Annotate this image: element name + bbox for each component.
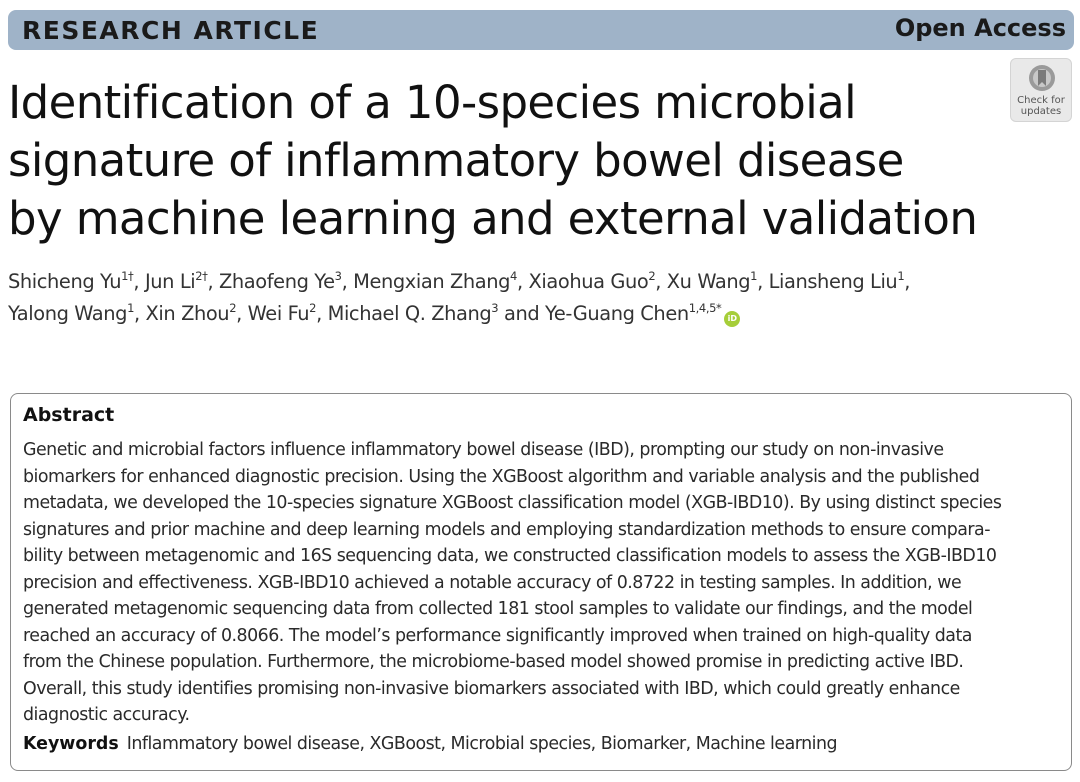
author-affiliation: 3 [334, 269, 342, 283]
author-separator: , [134, 302, 146, 325]
author-name[interactable]: Yalong Wang [8, 302, 128, 325]
abstract-line: Genetic and microbial factors influence … [23, 440, 944, 460]
author-affiliation: 2 [648, 269, 656, 283]
abstract-line: metadata, we developed the 10-species si… [23, 493, 1002, 513]
crossmark-label: Check for updates [1011, 95, 1071, 117]
check-for-updates-button[interactable]: Check for updates [1010, 58, 1072, 122]
title-line: Identification of a 10-species microbial [8, 76, 857, 129]
author-name[interactable]: Liansheng Liu [768, 270, 898, 293]
title-line: by machine learning and external validat… [8, 192, 978, 245]
author-affiliation: 2† [195, 269, 208, 283]
abstract-line: generated metagenomic sequencing data fr… [23, 599, 973, 619]
keywords-label: Keywords [23, 734, 119, 754]
author-name[interactable]: Xu Wang [666, 270, 751, 293]
author-separator: , [316, 302, 328, 325]
abstract-box: Abstract Genetic and microbial factors i… [10, 393, 1072, 771]
author-affiliation: 2 [309, 301, 317, 315]
author-name[interactable]: Jun Li [144, 270, 196, 293]
crossmark-label-line: updates [1020, 106, 1062, 117]
crossmark-label-line: Check for [1017, 95, 1065, 106]
author-affiliation: 4 [510, 269, 517, 283]
abstract-line: bility between metagenomic and 16S seque… [23, 546, 997, 566]
abstract-line: biomarkers for enhanced diagnostic preci… [23, 466, 980, 487]
author-separator: , [655, 270, 667, 293]
abstract-heading: Abstract [23, 404, 115, 426]
author-name[interactable]: Mengxian Zhang [353, 270, 511, 293]
author-name[interactable]: Shicheng Yu [8, 270, 122, 293]
author-affiliation: 1† [121, 269, 134, 283]
title-line: signature of inflammatory bowel disease [8, 134, 904, 187]
author-affiliation: 1 [127, 301, 135, 315]
keywords-list: Inflammatory bowel disease, XGBoost, Mic… [126, 734, 838, 754]
article-header-bar: RESEARCH ARTICLE Open Access [8, 10, 1074, 50]
author-separator: , [516, 270, 529, 293]
abstract-line: precision and effectiveness. XGB-IBD10 a… [23, 572, 962, 593]
author-affiliation: 3 [491, 301, 499, 315]
author-line: Shicheng Yu1†, Jun Li2†, Zhaofeng Ye3, M… [8, 266, 1068, 298]
author-name[interactable]: Xin Zhou [145, 302, 230, 325]
author-separator: , [757, 270, 769, 293]
author-list: Shicheng Yu1†, Jun Li2†, Zhaofeng Ye3, M… [8, 266, 1068, 330]
author-name[interactable]: Xiaohua Guo [528, 270, 649, 293]
abstract-line: from the Chinese population. Furthermore… [23, 652, 964, 672]
author-separator: , [207, 270, 220, 293]
keywords-row: Keywords Inflammatory bowel disease, XGBo… [23, 734, 838, 754]
abstract-line: reached an accuracy of 0.8066. The model… [23, 625, 972, 646]
abstract-text: Genetic and microbial factors influence … [23, 437, 1063, 729]
author-affiliation: 1 [750, 269, 758, 283]
author-affiliation: 1,4,5* [688, 301, 722, 315]
author-name[interactable]: Zhaofeng Ye [219, 270, 335, 293]
author-separator: , [133, 270, 145, 293]
author-line: Yalong Wang1, Xin Zhou2, Wei Fu2, Michae… [8, 298, 1068, 330]
author-separator: , [904, 270, 911, 293]
author-affiliation: 1 [897, 269, 905, 283]
author-name[interactable]: Michael Q. Zhang [327, 302, 492, 325]
abstract-line: diagnostic accuracy. [23, 705, 190, 725]
abstract-line: signatures and prior machine and deep le… [23, 519, 990, 540]
author-separator: and [498, 302, 546, 325]
author-name[interactable]: Wei Fu [247, 302, 310, 325]
open-access-label[interactable]: Open Access [894, 14, 1066, 42]
orcid-icon[interactable]: iD [724, 311, 741, 327]
author-name[interactable]: Ye-Guang Chen [545, 302, 689, 325]
crossmark-bookmark-icon [1029, 65, 1055, 91]
author-separator: , [236, 302, 248, 325]
article-title: Identification of a 10-species microbial… [8, 74, 998, 248]
author-affiliation: 2 [229, 301, 237, 315]
abstract-line: Overall, this study identifies promising… [23, 678, 960, 699]
article-type-label: RESEARCH ARTICLE [22, 16, 320, 45]
author-separator: , [341, 270, 354, 293]
